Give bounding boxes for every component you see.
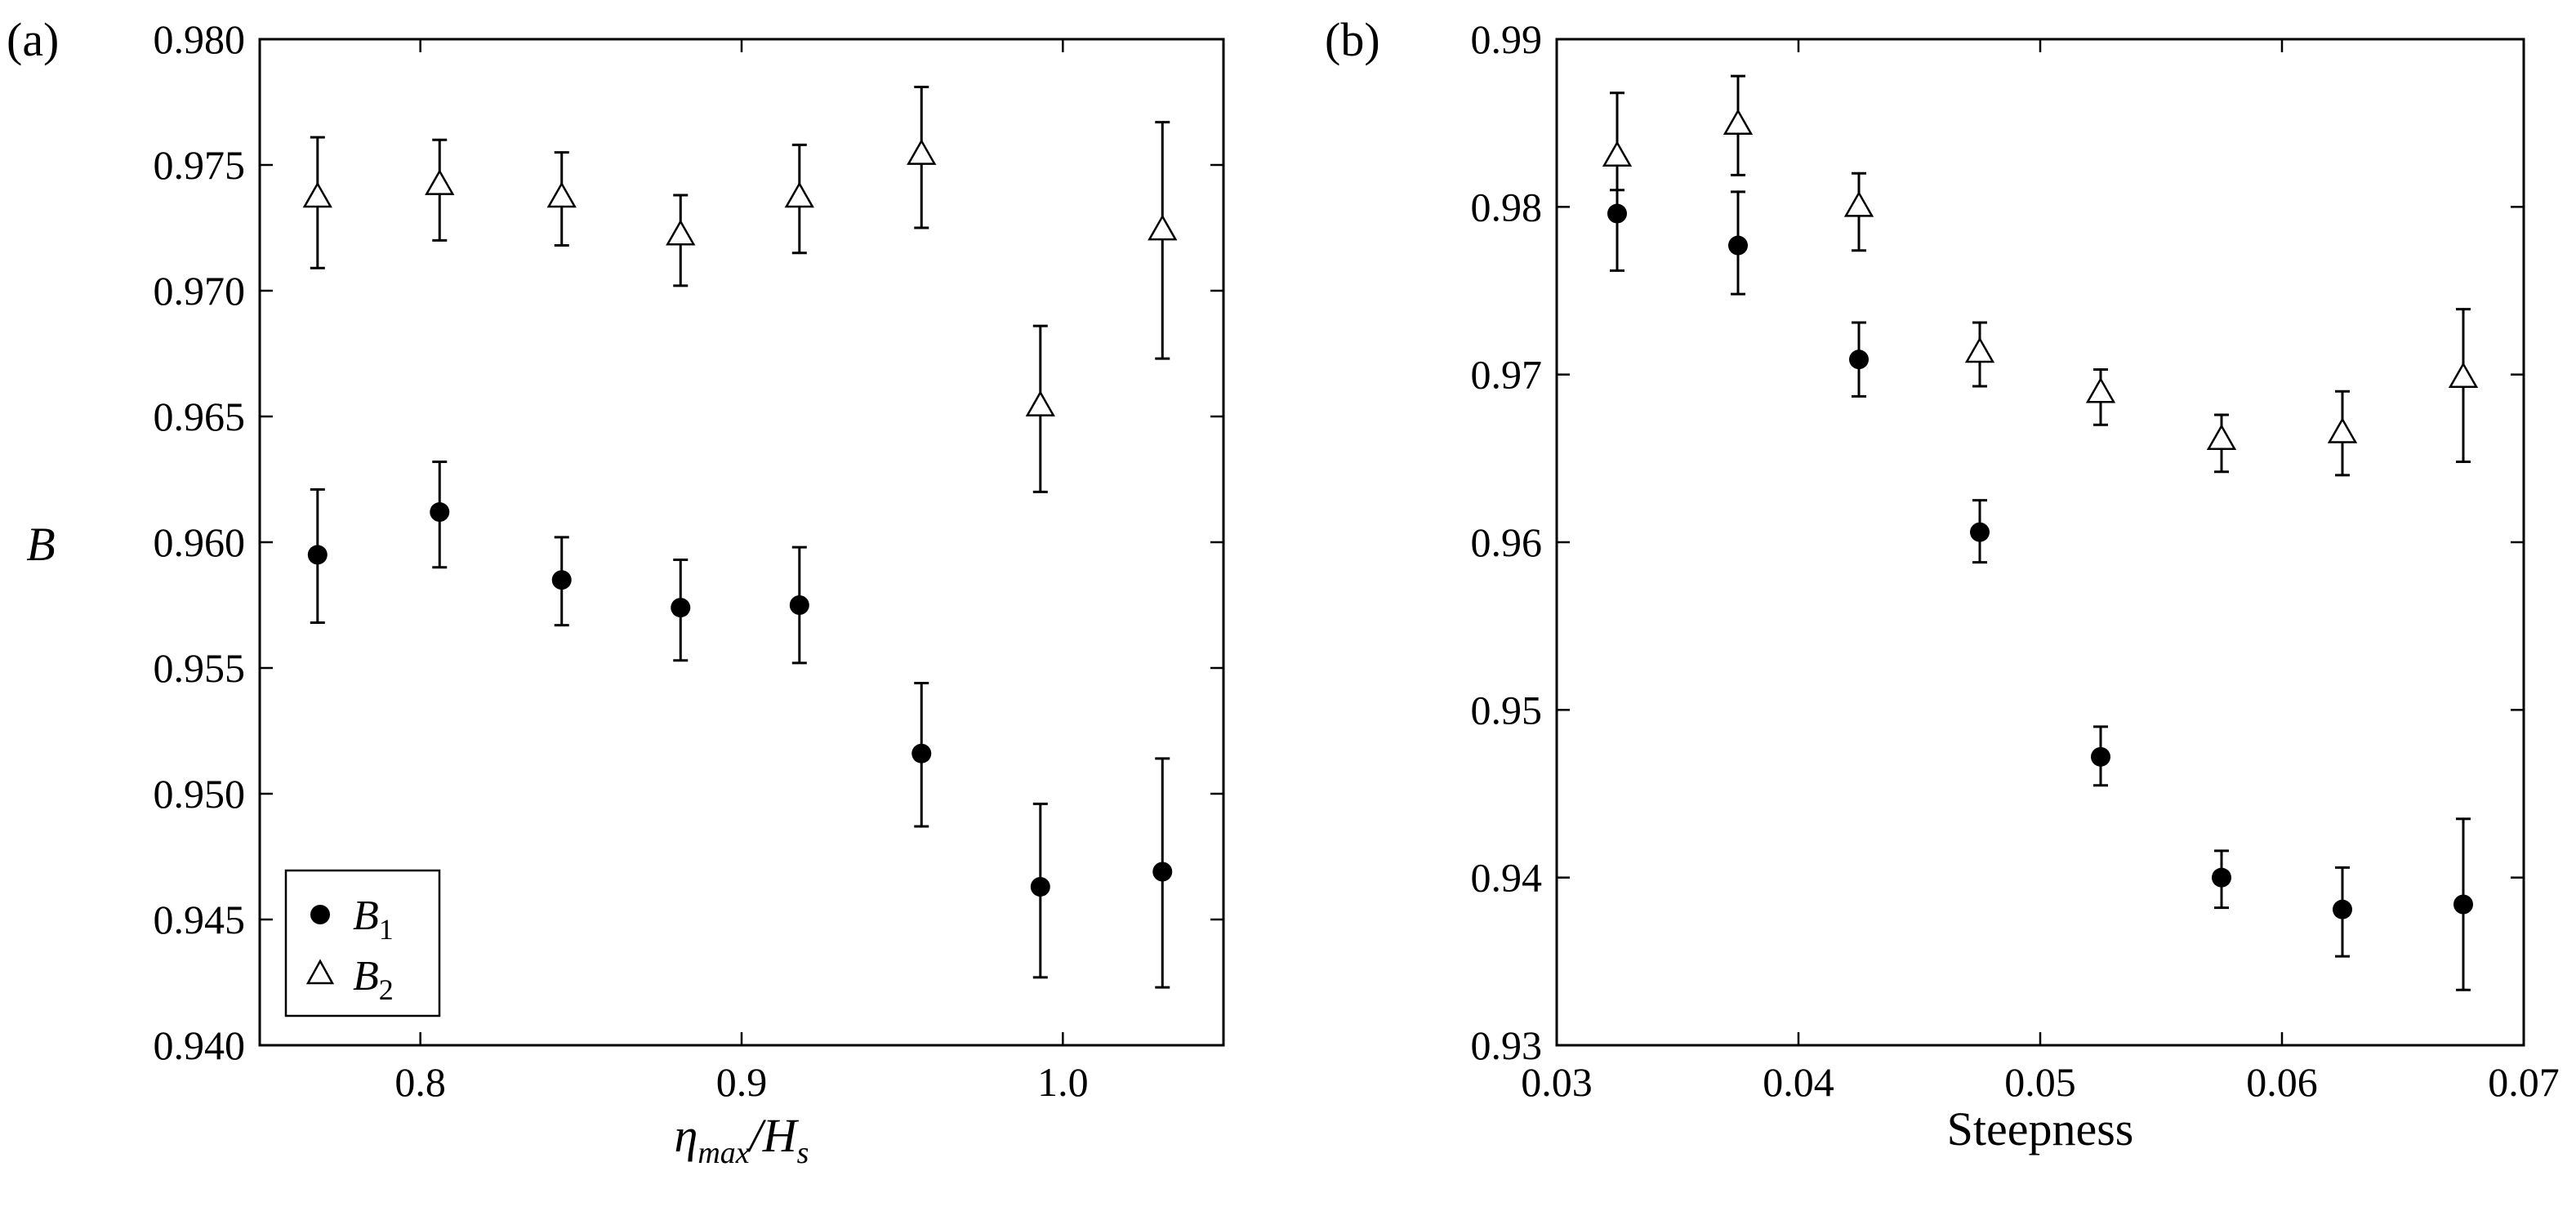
- panel-b-ytick-label: 0.93: [1471, 1022, 1543, 1068]
- panel-a-b1-point: [911, 743, 932, 764]
- panel-a-ylabel: B: [26, 518, 55, 571]
- legend: B1 B2: [284, 869, 441, 1017]
- panel-b-b2-point: [2448, 362, 2479, 389]
- panel-b-ytick-label: 0.97: [1471, 352, 1543, 398]
- panel-a-ytick-label: 0.965: [154, 394, 246, 439]
- panel-a-b1-point: [1030, 876, 1050, 897]
- panel-a-ytick-label: 0.970: [154, 268, 246, 314]
- panel-a-xtick-label: 0.8: [394, 1059, 446, 1105]
- panel-b-b1-point: [1970, 522, 1990, 542]
- panel-b-b2-point: [1723, 109, 1754, 135]
- panel-a-b1-point: [671, 598, 691, 618]
- panel-a-xtick-label: 1.0: [1037, 1059, 1089, 1105]
- panel-b-b2-point: [1964, 336, 1995, 363]
- panel-a-b2-point: [302, 181, 332, 208]
- panel-b-b2-point: [1843, 190, 1874, 217]
- panel-b: (b) Steepness 0.03 0.04 0.05 0.06 0.07 0.93 0.…: [1325, 13, 2560, 1155]
- panel-a-ytick-label: 0.945: [154, 897, 246, 942]
- panel-b-b1-point: [2453, 894, 2473, 915]
- panel-b-b1-point: [1849, 350, 1869, 370]
- legend-b2-marker: [305, 959, 335, 985]
- panel-a-b1-point: [307, 545, 328, 565]
- legend-box: [284, 869, 441, 1017]
- panel-a-b2-point: [907, 139, 937, 165]
- panel-a-label: (a): [7, 13, 59, 66]
- panel-a-b2-point: [1148, 214, 1178, 241]
- panel-b-b1-point: [2091, 746, 2110, 767]
- panel-b-frame: [1555, 38, 2525, 1047]
- panel-a-b1-point: [1152, 862, 1173, 882]
- panel-a-b2-point: [784, 181, 814, 208]
- panel-b-ytick-label: 0.96: [1471, 519, 1543, 565]
- panel-a-b2-point: [1025, 390, 1055, 416]
- panel-b-xtick-label: 0.07: [2488, 1059, 2560, 1105]
- panel-b-b2-point: [2206, 424, 2237, 450]
- panel-a-b1-point: [430, 502, 450, 523]
- panel-b-xtick-label: 0.03: [1521, 1059, 1593, 1105]
- panel-a-b1-point: [551, 570, 572, 590]
- panel-a-b2-point: [425, 169, 455, 195]
- panel-b-b1-point: [1728, 235, 1748, 256]
- panel-b-label: (b): [1325, 13, 1380, 66]
- panel-a-b2-point: [666, 219, 696, 246]
- panel-b-xtick-label: 0.05: [2004, 1059, 2076, 1105]
- panel-b-b2-point: [2327, 417, 2358, 443]
- panel-a-ytick-label: 0.955: [154, 645, 246, 691]
- panel-a-ytick-label: 0.950: [154, 771, 246, 817]
- panel-a-xlabel: ηmax/Hs: [675, 1109, 809, 1170]
- panel-a-ytick-label: 0.940: [154, 1022, 246, 1068]
- panel-a-ytick-label: 0.980: [154, 16, 246, 62]
- panel-b-b2-point: [2085, 376, 2116, 403]
- panel-a-b1-point: [789, 595, 809, 615]
- panel-b-ytick-label: 0.95: [1471, 687, 1543, 732]
- legend-b1-marker: [310, 905, 330, 924]
- panel-a-b2-point: [546, 181, 577, 208]
- panel-b-b1-point: [2212, 867, 2231, 888]
- panel-b-xtick-label: 0.04: [1763, 1059, 1834, 1105]
- panel-b-ytick-label: 0.94: [1471, 855, 1543, 901]
- panel-b-b2-point: [1602, 140, 1633, 167]
- panel-a: (a) B ηmax/Hs 0.8 0.9 1.0 0.940 0.945 0.950 0.…: [7, 13, 1225, 1170]
- panel-a-xtick-label: 0.9: [716, 1059, 768, 1105]
- panel-a-ytick-label: 0.975: [154, 142, 246, 188]
- panel-b-ytick-label: 0.98: [1471, 184, 1543, 229]
- panel-b-ytick-label: 0.99: [1471, 16, 1543, 62]
- panel-b-xlabel: Steepness: [1947, 1102, 2134, 1155]
- panel-b-xtick-label: 0.06: [2246, 1059, 2318, 1105]
- panel-b-b1-point: [2333, 899, 2352, 919]
- panel-a-ytick-label: 0.960: [154, 519, 246, 565]
